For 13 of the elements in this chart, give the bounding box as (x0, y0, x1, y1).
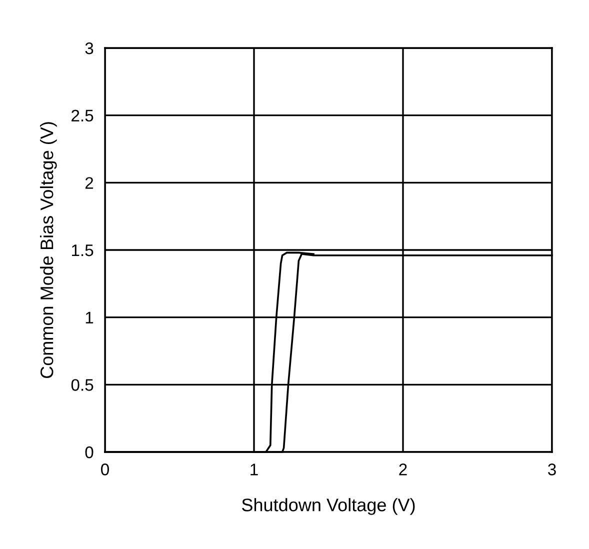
y-tick-label: 1.5 (72, 244, 94, 256)
y-tick-label: 0 (85, 446, 94, 458)
y-tick-label: 2.5 (72, 110, 94, 122)
y-tick-label: 1 (86, 312, 94, 324)
x-tick-label: 0 (101, 464, 109, 476)
y-tick-label: 3 (85, 42, 94, 54)
y-axis-title: Common Mode Bias Voltage (V) (40, 122, 57, 378)
x-tick-label: 3 (548, 464, 556, 476)
x-tick-label: 1 (250, 464, 258, 476)
x-tick-label: 2 (399, 464, 407, 476)
x-axis-title: Shutdown Voltage (V) (242, 498, 415, 515)
y-tick-label: 0.5 (71, 379, 94, 391)
y-tick-label: 2 (85, 177, 94, 189)
